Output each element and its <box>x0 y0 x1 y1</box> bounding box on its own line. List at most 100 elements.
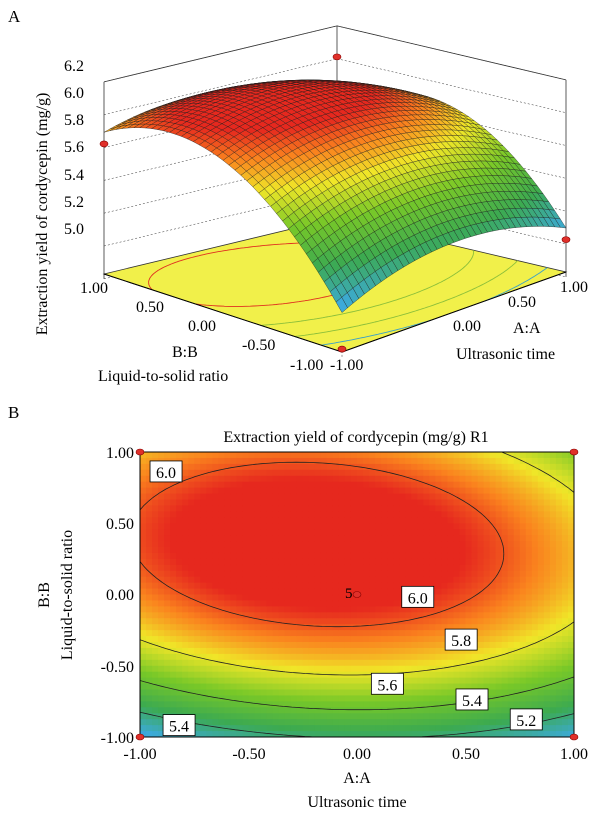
heat-cell <box>465 541 473 548</box>
heat-cell <box>549 547 557 554</box>
heat-cell <box>519 588 527 596</box>
heat-cell <box>296 588 304 596</box>
heat-cell <box>212 517 219 524</box>
heat-cell <box>176 564 183 572</box>
heat-cell <box>477 725 485 732</box>
heat-cell <box>447 594 455 602</box>
heat-cell <box>453 541 461 548</box>
heat-cell <box>495 689 503 697</box>
heat-cell <box>272 558 280 566</box>
heat-cell <box>302 701 310 708</box>
heat-cell <box>266 463 274 471</box>
heat-cell <box>320 642 328 649</box>
heat-cell <box>176 570 183 578</box>
heat-cell <box>381 612 388 619</box>
heat-cell <box>495 630 503 637</box>
heat-cell <box>230 665 238 673</box>
heat-cell <box>453 487 461 495</box>
heat-cell <box>284 719 292 726</box>
heat-cell <box>344 600 352 607</box>
heat-cell <box>411 636 418 643</box>
heat-cell <box>441 600 449 607</box>
heat-cell <box>423 570 430 578</box>
heat-cell <box>332 707 340 714</box>
heat-cell <box>363 630 370 637</box>
heat-cell <box>266 713 274 720</box>
heat-cell <box>459 588 467 596</box>
heat-cell <box>212 588 219 596</box>
heat-cell <box>489 647 497 655</box>
heat-cell <box>320 529 328 536</box>
heat-cell <box>399 564 406 572</box>
heat-cell <box>369 481 376 489</box>
heat-cell <box>158 582 165 590</box>
heat-cell <box>381 642 388 649</box>
heat-cell <box>320 707 328 714</box>
heat-cell <box>375 665 382 673</box>
heat-cell <box>350 535 358 542</box>
heat-cell <box>272 659 280 667</box>
heat-cell <box>495 677 503 685</box>
heat-cell <box>296 529 304 536</box>
heat-cell <box>326 535 334 542</box>
heat-cell <box>357 689 364 697</box>
heat-cell <box>308 642 316 649</box>
heat-cell <box>236 505 244 512</box>
heat-cell <box>441 541 449 548</box>
b-axis-label: Liquid-to-solid ratio <box>98 368 228 385</box>
heat-cell <box>182 558 189 566</box>
heat-cell <box>242 570 250 578</box>
heat-cell <box>555 505 563 512</box>
heat-cell <box>308 517 316 524</box>
heat-cell <box>549 499 557 507</box>
heat-cell <box>188 558 195 566</box>
heat-cell <box>260 731 268 737</box>
heat-cell <box>375 463 382 471</box>
heat-cell <box>501 677 509 685</box>
heat-cell <box>146 541 153 548</box>
heat-cell <box>429 457 436 465</box>
heat-cell <box>140 636 147 643</box>
heat-cell <box>278 713 286 720</box>
heat-cell <box>266 665 274 673</box>
heat-cell <box>471 612 479 619</box>
heat-cell <box>260 469 268 477</box>
heat-cell <box>531 535 539 542</box>
heat-cell <box>363 606 370 613</box>
heat-cell <box>369 665 376 673</box>
heat-cell <box>399 457 406 465</box>
heat-cell <box>495 653 503 661</box>
heat-cell <box>435 695 442 702</box>
heat-cell <box>224 677 232 685</box>
heat-cell <box>417 463 424 471</box>
heat-cell <box>332 517 340 524</box>
heat-cell <box>194 499 201 507</box>
heat-cell <box>338 493 346 501</box>
heat-cell <box>320 552 328 560</box>
heat-cell <box>501 588 509 596</box>
heat-cell <box>260 713 268 720</box>
heat-cell <box>332 683 340 691</box>
heat-cell <box>447 529 455 536</box>
heat-cell <box>375 618 382 625</box>
heat-cell <box>278 731 286 737</box>
heat-cell <box>350 630 358 637</box>
heat-cell <box>308 653 316 661</box>
heat-cell <box>188 535 195 542</box>
heat-cell <box>411 725 418 732</box>
heat-cell <box>513 665 521 673</box>
heat-cell <box>423 523 430 530</box>
heat-cell <box>218 713 225 720</box>
heat-cell <box>236 618 244 625</box>
heat-cell <box>363 653 370 661</box>
heat-cell <box>176 630 183 637</box>
heat-cell <box>260 487 268 495</box>
heat-cell <box>369 475 376 483</box>
heat-cell <box>471 469 479 477</box>
heat-cell <box>212 600 219 607</box>
heat-cell <box>206 689 213 697</box>
heat-cell <box>393 552 400 560</box>
heat-cell <box>158 636 165 643</box>
heat-cell <box>495 457 503 465</box>
heat-cell <box>224 475 232 483</box>
